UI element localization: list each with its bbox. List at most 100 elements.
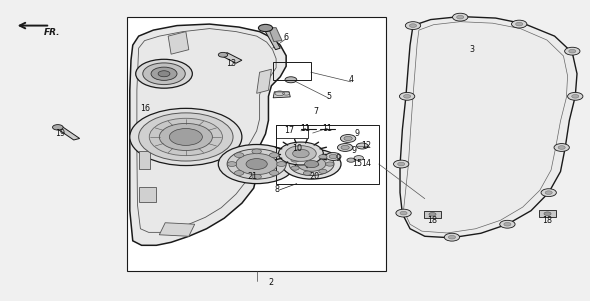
Text: 5: 5	[326, 92, 331, 101]
Text: 2: 2	[269, 278, 274, 287]
Circle shape	[218, 52, 228, 57]
Circle shape	[344, 136, 352, 141]
Circle shape	[504, 222, 511, 226]
Polygon shape	[139, 187, 156, 202]
Bar	[276, 125, 379, 184]
Circle shape	[227, 162, 237, 166]
Text: 6: 6	[283, 33, 288, 42]
Text: 16: 16	[140, 104, 150, 113]
Polygon shape	[56, 126, 80, 140]
Circle shape	[258, 24, 273, 32]
Circle shape	[130, 108, 242, 166]
Circle shape	[151, 67, 177, 80]
Text: 3: 3	[470, 45, 474, 54]
Circle shape	[558, 146, 565, 149]
Circle shape	[319, 155, 327, 159]
Circle shape	[286, 146, 316, 161]
Circle shape	[278, 142, 323, 165]
Polygon shape	[159, 223, 195, 236]
Circle shape	[218, 144, 295, 184]
Circle shape	[572, 95, 579, 98]
Circle shape	[569, 49, 576, 53]
Polygon shape	[130, 24, 286, 245]
Text: 9: 9	[355, 129, 359, 138]
Circle shape	[293, 149, 309, 158]
Text: 9: 9	[336, 154, 340, 163]
Circle shape	[158, 71, 170, 77]
Polygon shape	[139, 150, 150, 169]
Circle shape	[326, 162, 334, 166]
Circle shape	[448, 235, 455, 239]
Bar	[127, 17, 386, 271]
Circle shape	[326, 153, 341, 160]
Circle shape	[457, 15, 464, 19]
Text: 4: 4	[349, 75, 353, 84]
Polygon shape	[168, 32, 189, 54]
Circle shape	[285, 77, 297, 83]
Text: 11: 11	[301, 124, 310, 133]
Circle shape	[291, 166, 299, 170]
Circle shape	[169, 129, 202, 145]
Circle shape	[400, 211, 407, 215]
Circle shape	[277, 162, 286, 166]
Circle shape	[337, 144, 353, 151]
Polygon shape	[268, 28, 282, 42]
Circle shape	[270, 171, 279, 175]
Circle shape	[297, 157, 326, 171]
Circle shape	[227, 149, 286, 179]
Text: 12: 12	[361, 141, 372, 150]
Circle shape	[246, 159, 267, 169]
Circle shape	[149, 118, 222, 156]
Text: 7: 7	[313, 107, 318, 116]
Circle shape	[252, 149, 261, 154]
Circle shape	[398, 162, 405, 166]
Circle shape	[453, 13, 468, 21]
Text: 8: 8	[275, 185, 280, 194]
Circle shape	[500, 220, 515, 228]
Circle shape	[554, 144, 569, 151]
Bar	[273, 62, 311, 80]
Circle shape	[139, 113, 233, 161]
Polygon shape	[221, 53, 242, 63]
Circle shape	[282, 149, 341, 179]
Text: 9: 9	[352, 146, 356, 155]
Text: 20: 20	[309, 172, 320, 181]
Text: 17: 17	[284, 126, 294, 135]
Polygon shape	[257, 69, 271, 93]
Circle shape	[444, 233, 460, 241]
Circle shape	[541, 189, 556, 197]
Circle shape	[404, 95, 411, 98]
Circle shape	[565, 47, 580, 55]
Polygon shape	[400, 17, 577, 238]
Text: 13: 13	[227, 59, 236, 68]
Circle shape	[409, 24, 417, 27]
Text: 15: 15	[352, 159, 362, 168]
Bar	[276, 125, 308, 138]
Polygon shape	[539, 210, 556, 217]
Circle shape	[568, 92, 583, 100]
Polygon shape	[424, 211, 441, 218]
Circle shape	[516, 22, 523, 26]
Circle shape	[289, 153, 334, 175]
Circle shape	[356, 143, 368, 149]
Circle shape	[405, 22, 421, 29]
Circle shape	[512, 20, 527, 28]
Circle shape	[236, 154, 277, 175]
Text: FR.: FR.	[44, 28, 61, 37]
Text: 11: 11	[323, 124, 332, 133]
Circle shape	[544, 212, 551, 216]
Text: 19: 19	[55, 129, 65, 138]
Circle shape	[319, 169, 327, 173]
Polygon shape	[273, 92, 290, 98]
Circle shape	[159, 123, 212, 150]
Circle shape	[136, 59, 192, 88]
Circle shape	[340, 135, 356, 142]
Circle shape	[304, 160, 319, 168]
Circle shape	[270, 153, 279, 157]
Text: 14: 14	[361, 159, 371, 168]
Circle shape	[303, 171, 312, 175]
Circle shape	[354, 156, 363, 160]
Text: 18: 18	[543, 216, 552, 225]
Text: 21: 21	[247, 172, 258, 181]
Circle shape	[234, 171, 244, 175]
